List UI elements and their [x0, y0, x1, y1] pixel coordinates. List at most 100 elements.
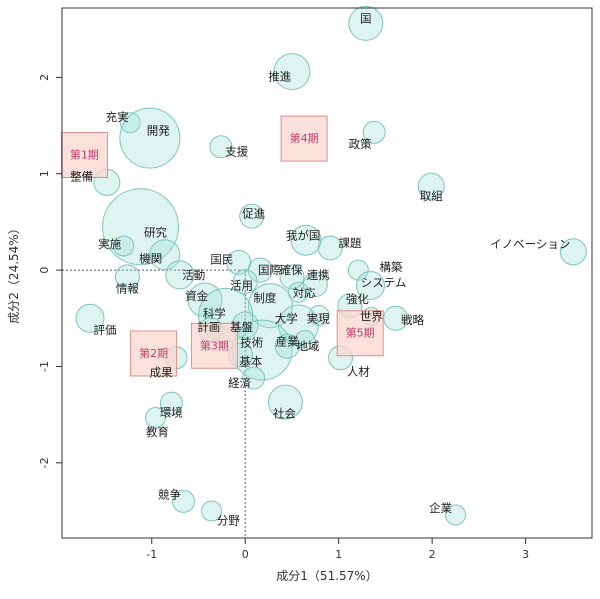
word-label: 成果 [150, 365, 173, 379]
word-label: 競争 [158, 488, 181, 502]
word-label: 強化 [346, 292, 369, 306]
period-box [60, 131, 108, 178]
word-label: 活動 [182, 268, 205, 282]
bubble-促進 [239, 203, 265, 229]
word-label: 国際 [258, 263, 281, 277]
y-tick-label: -2 [38, 457, 51, 468]
word-label: 人材 [347, 364, 370, 378]
bubble-情報 [114, 264, 140, 290]
word-label: 研究 [144, 226, 167, 240]
period-label: 第3期 [200, 338, 229, 352]
word-label: 機関 [139, 252, 162, 266]
word-label: 計画 [197, 320, 220, 334]
bubble-実現 [308, 304, 330, 326]
word-label: 産業 [276, 334, 299, 348]
word-label: 分野 [217, 514, 240, 528]
word-label: 活用 [230, 279, 253, 293]
bubble-戦略 [383, 305, 409, 331]
word-label: 環境 [160, 406, 183, 420]
word-label: 地域 [296, 339, 319, 353]
word-label: 政策 [349, 137, 372, 151]
word-label: 国民 [210, 253, 233, 267]
y-tick-label: -1 [38, 361, 51, 372]
word-label: 教育 [146, 425, 169, 439]
word-label: 課題 [338, 236, 361, 250]
word-label: 経済 [228, 376, 251, 390]
word-label: 実現 [307, 311, 330, 325]
bubble-活用 [232, 269, 258, 295]
bubble-課題 [317, 235, 343, 261]
y-axis-label: 成分2（24.54%） [7, 222, 21, 323]
bubble-教育 [144, 407, 166, 429]
bubble-取組 [417, 172, 445, 200]
bubble-政策 [362, 120, 386, 144]
bubble-活動 [165, 260, 195, 290]
bubble-支援 [209, 135, 233, 159]
period-label: 第4期 [290, 131, 319, 145]
word-label: 取組 [420, 189, 443, 203]
word-label: 整備 [70, 170, 93, 184]
x-axis-label: 成分1（51.57%） [276, 569, 377, 583]
word-label: 評価 [93, 323, 116, 337]
word-label: 充実 [106, 110, 129, 124]
period-box [130, 330, 178, 377]
word-label: 基本 [239, 355, 262, 369]
word-label: 情報 [116, 281, 139, 295]
x-tick-label: -1 [146, 548, 157, 561]
word-label: 実施 [98, 237, 121, 251]
period-label: 第5期 [346, 326, 375, 340]
bubble-構築 [347, 259, 369, 281]
period-box [280, 115, 328, 162]
bubble-推進 [273, 53, 311, 91]
plot-frame [61, 7, 593, 539]
period-box [336, 310, 384, 357]
x-tick-label: 1 [335, 548, 342, 561]
word-label: 確保 [280, 263, 303, 277]
word-label: イノベーション [490, 237, 570, 251]
y-tick-label: 1 [38, 170, 51, 177]
bubble-経済 [242, 366, 266, 390]
word-label: 社会 [273, 407, 296, 421]
bubble-競争 [172, 489, 196, 513]
x-tick-label: 3 [522, 548, 529, 561]
bubble-地域 [294, 329, 316, 351]
word-label: 技術 [240, 335, 263, 349]
bubble-評価 [75, 303, 105, 333]
word-label: 制度 [253, 291, 276, 305]
bubble-企業 [445, 504, 467, 526]
word-label: 支援 [225, 145, 248, 159]
bubble-環境 [159, 391, 183, 415]
word-label: 基盤 [230, 320, 253, 334]
bubble-機関 [149, 239, 181, 271]
word-label: 科学 [203, 306, 226, 320]
bubble-国 [348, 5, 384, 41]
word-label: 資金 [185, 289, 208, 303]
word-label: 推進 [268, 69, 291, 83]
word-label: 戦略 [401, 313, 424, 327]
bubble-分野 [201, 500, 223, 522]
bubble-システム [355, 271, 385, 301]
word-label: 我が国 [286, 228, 321, 242]
x-tick-label: 0 [242, 548, 249, 561]
bubble-産業 [274, 333, 300, 359]
bubble-研究 [102, 188, 180, 266]
bubble-対応 [287, 281, 309, 303]
word-label: システム [361, 276, 407, 290]
word-label: 大学 [275, 311, 298, 325]
bubble-社会 [267, 384, 303, 420]
y-tick-label: 0 [38, 267, 51, 274]
x-tick-label: 2 [429, 548, 436, 561]
word-label: 対応 [293, 286, 316, 300]
period-label: 第1期 [70, 147, 99, 161]
word-label: 世界 [360, 309, 383, 323]
word-label: 構築 [380, 260, 403, 274]
bubble-連携 [302, 272, 328, 298]
period-box [190, 322, 238, 369]
y-tick-label: 2 [38, 74, 51, 81]
word-label: 連携 [307, 268, 330, 282]
bubble-実施 [113, 235, 135, 257]
period-label: 第2期 [139, 346, 168, 360]
bubble-イノベーション [559, 238, 587, 266]
